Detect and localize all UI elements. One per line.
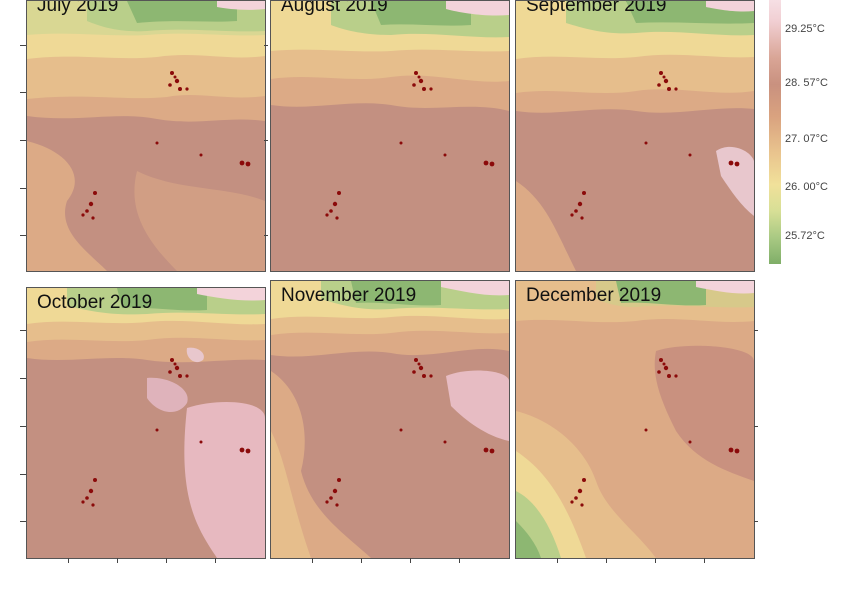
map-panel-september: September 2019 [515,0,755,272]
tick [20,378,26,379]
tick [264,235,268,236]
tick [606,558,607,563]
observation-dots [325,71,495,220]
observation-dots [81,71,251,220]
tick [20,140,26,141]
map-raster [27,1,265,271]
observation-dots [81,358,251,507]
observation-dots [570,71,740,220]
tick [68,558,69,563]
tick [20,45,26,46]
map-panel-november: November 2019 [270,280,510,559]
tick [20,92,26,93]
legend-label: 29.25°C [785,23,825,35]
legend-label: 27. 07°C [785,133,828,145]
tick [20,474,26,475]
tick [20,235,26,236]
map-panel-august: August 2019 [270,0,510,272]
tick [215,558,216,563]
tick [264,140,268,141]
map-raster [516,1,754,271]
panel-title: September 2019 [526,0,667,16]
map-panel-december: December 2019 [515,280,755,559]
panel-title: October 2019 [37,292,153,313]
tick [754,330,758,331]
tick [20,188,26,189]
tick [704,558,705,563]
tick [117,558,118,563]
panel-title: July 2019 [37,0,119,16]
map-raster [271,1,509,271]
panel-title: November 2019 [281,285,417,306]
tick [20,330,26,331]
legend-label: 28. 57°C [785,77,828,89]
map-panel-october: October 2019 [26,287,266,559]
legend-color-bar [769,0,781,264]
legend-label: 26. 00°C [785,181,828,193]
tick [459,558,460,563]
panel-title: December 2019 [526,285,662,306]
tick [312,558,313,563]
tick [410,558,411,563]
legend-label: 25.72°C [785,230,825,242]
map-raster [516,281,754,558]
observation-dots [325,358,495,507]
tick [166,558,167,563]
tick [557,558,558,563]
tick [20,521,26,522]
tick [264,45,268,46]
tick [754,521,758,522]
map-raster [27,288,265,558]
tick [754,426,758,427]
panel-title: August 2019 [281,0,388,16]
map-panel-july: July 2019 [26,0,266,272]
observation-dots [570,358,740,507]
tick [361,558,362,563]
tick [655,558,656,563]
map-raster [271,281,509,558]
tick [20,426,26,427]
